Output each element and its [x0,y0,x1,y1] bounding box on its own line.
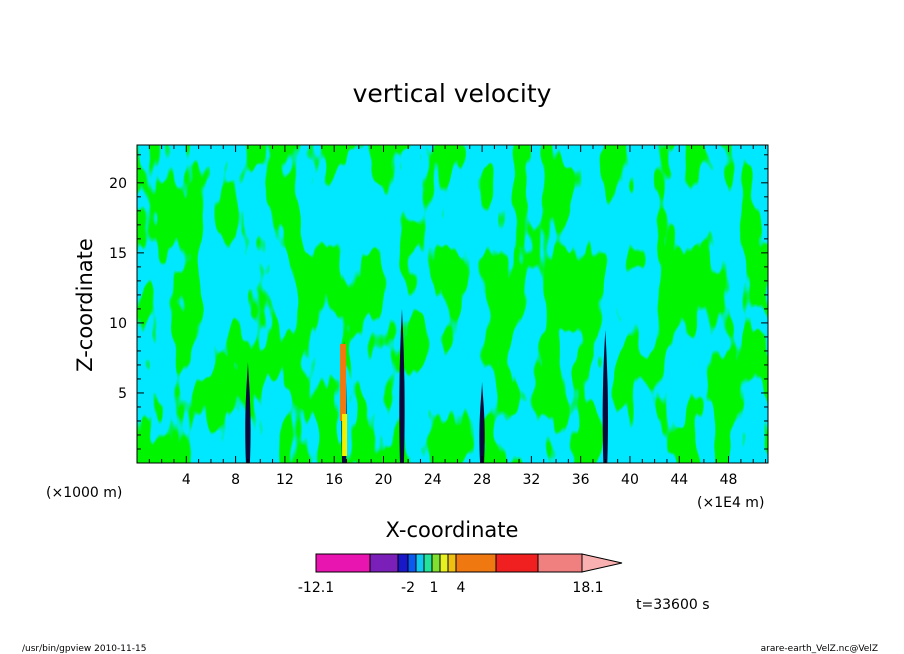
updraft-column [602,329,608,463]
colorbar-segment [423,553,433,573]
x-tick-label: 28 [473,472,491,488]
colorbar-segment [369,553,399,573]
updraft-core-yellow [342,413,348,456]
x-tick-label: 40 [621,472,639,488]
colorbar [315,553,623,573]
x-tick-label: 32 [522,472,540,488]
footer-left: /usr/bin/gpview 2010-11-15 [22,644,146,654]
colorbar-mid-label: -2 [401,580,415,596]
colorbar-segment [431,553,441,573]
x-unit-note: (×1000 m) [46,485,122,501]
field-positive-regions [137,145,768,463]
x-tick-label: 4 [182,472,191,488]
x-tick-label: 20 [375,472,393,488]
x-tick-label: 48 [720,472,738,488]
updraft-column [479,381,485,463]
plot-frame [136,144,769,464]
colorbar-segment [495,553,539,573]
colorbar-segment [315,553,371,573]
y-axis-label: Z-coordinate [73,238,97,372]
colorbar-mid-label: 4 [457,580,466,596]
colorbar-segment [439,553,449,573]
plot-area [137,145,768,463]
x-scale-note: (×1E4 m) [697,495,764,511]
x-tick-label: 16 [325,472,343,488]
x-tick-label: 24 [424,472,442,488]
colorbar-extension-arrow [581,553,623,573]
colorbar-segment [415,553,425,573]
x-tick-label: 12 [276,472,294,488]
colorbar-min-label: -12.1 [298,580,334,596]
time-label: t=33600 s [636,597,710,613]
y-tick-label: 20 [109,176,127,192]
updraft-core-orange [340,343,347,421]
updraft-column [245,362,251,463]
colorbar-segment [455,553,497,573]
footer-right: arare-earth_VelZ.nc@VelZ [761,644,878,654]
colorbar-segment [537,553,583,573]
y-tick-label: 5 [118,386,127,402]
colorbar-segment [397,553,409,573]
x-tick-label: 44 [670,472,688,488]
colorbar-mid-labels: -2 1 4 [401,580,466,596]
y-axis-ticks: 5 10 15 20 [109,154,768,450]
y-tick-label: 10 [109,316,127,332]
x-axis-ticks: 4 8 12 16 20 24 28 32 36 40 44 48 [148,145,767,488]
chart-title: vertical velocity [353,79,552,108]
updraft-cores [245,308,608,463]
y-tick-label: 15 [109,246,127,262]
x-tick-label: 8 [231,472,240,488]
x-axis-label: X-coordinate [386,518,519,542]
updraft-column [399,308,405,463]
colorbar-max-label: 18.1 [572,580,603,596]
colorbar-segment [447,553,457,573]
x-tick-label: 36 [572,472,590,488]
colorbar-mid-label: 1 [430,580,439,596]
colorbar-segment [407,553,417,573]
